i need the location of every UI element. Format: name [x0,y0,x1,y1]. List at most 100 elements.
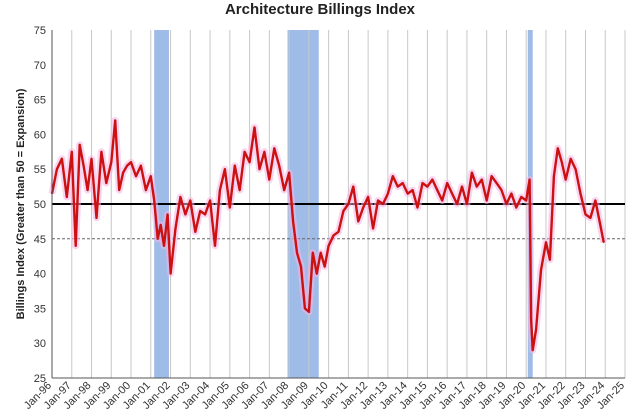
data-point [520,196,523,198]
data-point [327,244,330,247]
data-point [140,164,142,167]
data-point [525,199,528,202]
y-axis-title: Billings Index (Greater than 50 = Expans… [15,88,27,319]
data-point [209,199,211,202]
data-point [105,182,108,184]
data-point [229,206,231,209]
x-tick-labels: Jan-96Jan-97Jan-98Jan-99Jan-00Jan-01Jan-… [22,380,627,412]
data-point [308,311,310,313]
data-point [528,178,531,181]
data-point [224,168,226,170]
data-point [549,258,551,261]
data-point [74,244,77,247]
data-point [82,164,85,167]
data-point [315,272,318,275]
data-point [347,203,350,205]
data-point [292,220,294,223]
data-point [263,151,266,153]
data-point [569,157,572,160]
y-tick-label-75: 75 [34,25,46,37]
data-point [515,206,518,209]
data-point [61,157,63,160]
data-point [557,147,559,150]
data-point [149,175,152,177]
data-point [179,196,182,198]
data-point [540,269,542,271]
data-point [436,189,439,191]
data-point [319,251,322,254]
data-point [579,192,582,195]
data-point [332,234,335,237]
data-point [476,185,478,188]
data-point [156,238,159,240]
data-point [163,244,165,247]
series-line-1 [50,119,605,352]
axes [51,30,625,379]
data-point [118,189,120,191]
y-tick-labels: 25 30 35 40 45 50 55 60 65 70 75 [34,25,46,385]
y-tick-label-65: 65 [34,95,46,107]
data-point [584,213,587,216]
data-point [441,199,444,202]
series-glow-1 [48,117,608,354]
data-point [574,168,577,170]
data-point [184,213,187,216]
data-point [78,144,81,146]
data-point [471,171,473,174]
data-point [530,318,532,320]
data-point [599,224,602,226]
data-point [342,210,345,212]
data-point [377,199,379,202]
data-point [86,189,89,191]
data-point [273,147,276,150]
data-point [531,349,534,351]
data-point [461,185,463,188]
data-point [169,272,172,275]
data-point [66,196,68,198]
data-point [535,328,537,331]
data-point [426,185,429,188]
data-point [323,265,326,268]
data-point [288,171,290,174]
data-point [387,192,389,195]
data-point [219,189,221,191]
data-point [238,189,241,191]
y-tick-label-70: 70 [34,60,46,72]
data-point [145,189,147,191]
data-point [372,227,374,230]
y-tick-label-60: 60 [34,129,46,141]
data-point [166,213,169,216]
data-point [243,151,246,153]
data-point [135,175,137,177]
data-point [406,192,409,195]
data-point [357,220,360,223]
data-point [70,151,73,153]
y-tick-label-35: 35 [34,303,46,315]
y-tick-label-45: 45 [34,234,46,246]
data-point [416,206,419,209]
data-point [110,161,113,164]
data-point [278,164,281,167]
data-point [126,164,128,167]
data-point [466,203,468,205]
data-point [431,178,434,181]
data-point [564,178,567,181]
data-point [312,251,314,254]
data-point [505,203,508,205]
data-point [510,192,513,195]
data-point [214,244,216,247]
data-point [526,189,529,191]
data-point [446,182,448,184]
data-point [500,189,503,191]
data-point [122,171,124,174]
data-point [130,161,132,164]
data-point [199,210,201,212]
chart-title: Architecture Billings Index [224,1,416,18]
y-tick-label-55: 55 [34,164,46,176]
data-point [204,213,206,216]
data-point [594,199,597,202]
data-point [485,199,488,202]
data-point [248,161,251,164]
data-point [490,175,493,177]
